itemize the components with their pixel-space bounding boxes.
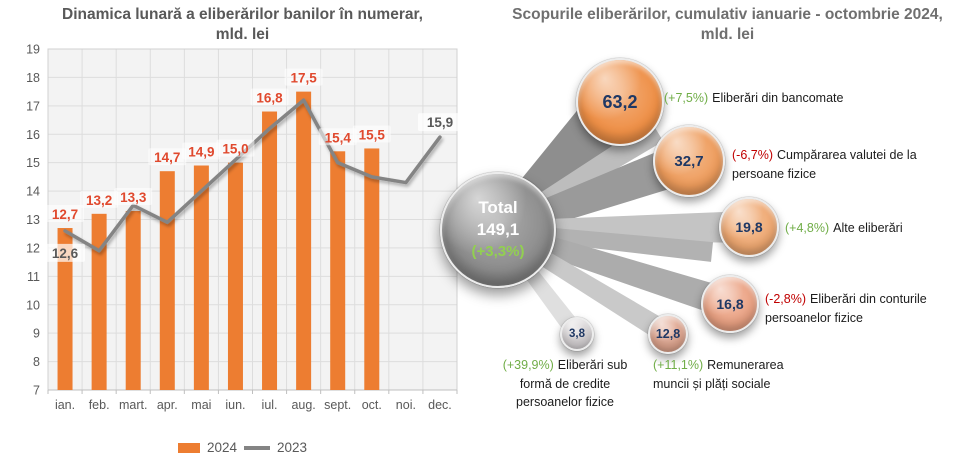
x-axis-label: iun. [225, 398, 245, 412]
bubble-percent: (+4,8%) [785, 221, 830, 235]
bubble-label-credite: (+39,9%) Eliberări sub formă de credite p… [495, 356, 635, 412]
bubble-value: 32,7 [674, 152, 704, 170]
bubble-alte-eliberari: 19,8 [719, 197, 779, 257]
bar-2024 [330, 151, 346, 390]
y-axis-label: 11 [27, 270, 40, 284]
x-axis-label: mai [191, 398, 211, 412]
x-axis-label: feb. [89, 398, 110, 412]
x-axis-label: aug. [291, 398, 315, 412]
purposes-chart: Scopurile eliberărilor, cumulativ ianuar… [485, 0, 970, 467]
y-axis-label: 13 [26, 213, 40, 227]
bubble-percent: (-6,7%) [732, 148, 773, 162]
left-chart-title: Dinamica lunară a eliberărilor banilor î… [0, 5, 485, 45]
bubble-label-alte-eliberari: (+4,8%) Alte eliberări [785, 219, 955, 238]
bubble-value: 16,8 [716, 296, 744, 312]
legend-label-2023: 2023 [277, 440, 308, 455]
x-axis-label: dec. [428, 398, 452, 412]
bar-2024 [159, 171, 175, 390]
bubble-label-conturi-persoane-fizice: (-2,8%) Eliberări din conturile persoanel… [765, 290, 965, 327]
x-axis-label: noi. [396, 398, 416, 412]
bubble-credite: 3,8 [560, 317, 594, 351]
bar-2024 [125, 210, 141, 390]
title-line: Scopurile eliberărilor, cumulativ ianuar… [512, 6, 943, 23]
x-axis-label: iul. [262, 398, 278, 412]
bar-value-label: 14,9 [188, 145, 214, 160]
bubble-text: Remunerarea muncii și plăți sociale [653, 358, 784, 391]
bar-2024 [227, 162, 243, 390]
bar-value-label: 13,3 [120, 190, 147, 205]
y-axis-label: 9 [33, 327, 40, 341]
bubble-text: Eliberări sub formă de credite persoanel… [516, 358, 628, 409]
bar-value-label: 15,0 [222, 142, 248, 157]
x-axis-label: ian. [55, 398, 75, 412]
bar-value-label: 17,5 [290, 71, 317, 86]
bar-value-label: 15,4 [325, 130, 352, 145]
bubble-value: 63,2 [602, 91, 638, 112]
monthly-chart-svg: 7 8 9 10 11 12 13 14 15 16 17 18 19 ian. feb. mart. apr.… [26, 43, 460, 412]
right-chart-title: Scopurile eliberărilor, cumulativ ianuar… [485, 5, 970, 45]
bubble-value: 19,8 [735, 219, 763, 235]
bubble-label-cumparare-valuta: (-6,7%) Cumpărarea valutei de la persoane… [732, 146, 922, 183]
y-axis-label: 19 [26, 43, 40, 57]
bubble-remunerare-munca: 12,8 [648, 314, 688, 354]
bar-value-label: 13,2 [86, 193, 112, 208]
y-axis-label: 14 [26, 185, 40, 199]
y-axis-label: 17 [26, 99, 40, 113]
y-axis-label: 18 [26, 71, 40, 85]
bubble-text: Alte eliberări [833, 221, 903, 235]
bubble-percent: (+39,9%) [502, 358, 554, 372]
y-axis-label: 10 [26, 298, 40, 312]
bar-value-label: 12,7 [52, 207, 78, 222]
bubble-text: Eliberări din conturile persoanelor fizi… [765, 292, 927, 325]
bubble-text: Eliberări din bancomate [712, 91, 844, 105]
total-percent: (+3,3%) [471, 243, 525, 260]
total-label: Total [478, 198, 518, 217]
y-axis-label: 8 [33, 355, 40, 369]
legend-swatch-2023 [244, 445, 270, 450]
x-axis-label: mart. [119, 398, 147, 412]
bar-2024 [57, 228, 73, 390]
legend-label-2024: 2024 [206, 440, 237, 455]
y-axis-label: 16 [26, 128, 40, 142]
bar-value-label: 15,5 [359, 127, 386, 142]
x-axis-label: sept. [324, 398, 351, 412]
bar-2024 [364, 148, 380, 390]
bubble-cumparare-valuta: 32,7 [653, 125, 725, 197]
bubble-label-remunerare-munca: (+11,1%) Remunerarea muncii și plăți soci… [653, 356, 815, 393]
bubble-percent: (+7,5%) [664, 91, 709, 105]
legend-swatch-2024 [177, 442, 200, 453]
title-line: mld. lei [215, 26, 270, 43]
bar-2024 [91, 213, 107, 390]
line-value-label: 12,6 [52, 246, 79, 261]
bubble-text: Cumpărarea valutei de la persoane fizice [732, 148, 917, 181]
y-axis-label: 12 [26, 241, 40, 255]
x-axis-label: oct. [362, 398, 382, 412]
chart-legend: 2024 2023 [0, 440, 485, 455]
bubble-label-bancomate: (+7,5%) Eliberări din bancomate [664, 89, 888, 108]
bubble-value: 12,8 [655, 327, 681, 341]
bar-2024 [262, 111, 278, 391]
title-line: mld. lei [700, 26, 755, 43]
bar-2024 [193, 165, 209, 390]
bar-2024 [296, 91, 312, 390]
bubble-percent: (+11,1%) [653, 358, 704, 372]
bubble-conturi-persoane-fizice: 16,8 [701, 275, 759, 333]
total-bubble: Total 149,1 (+3,3%) [440, 172, 556, 288]
title-line: Dinamica lunară a eliberărilor banilor î… [62, 6, 423, 23]
bubble-bancomate: 63,2 [576, 58, 664, 146]
bar-value-label: 16,8 [256, 91, 283, 106]
y-axis-label: 15 [26, 156, 40, 170]
bubble-value: 3,8 [569, 328, 585, 340]
y-axis-label: 7 [33, 384, 40, 398]
monthly-dynamics-chart: Dinamica lunară a eliberărilor banilor î… [0, 5, 485, 455]
bubble-percent: (-2,8%) [765, 292, 806, 306]
total-value: 149,1 [476, 220, 520, 239]
line-value-label: 15,9 [427, 115, 453, 130]
bar-value-label: 14,7 [154, 150, 180, 165]
x-axis-label: apr. [157, 398, 178, 412]
